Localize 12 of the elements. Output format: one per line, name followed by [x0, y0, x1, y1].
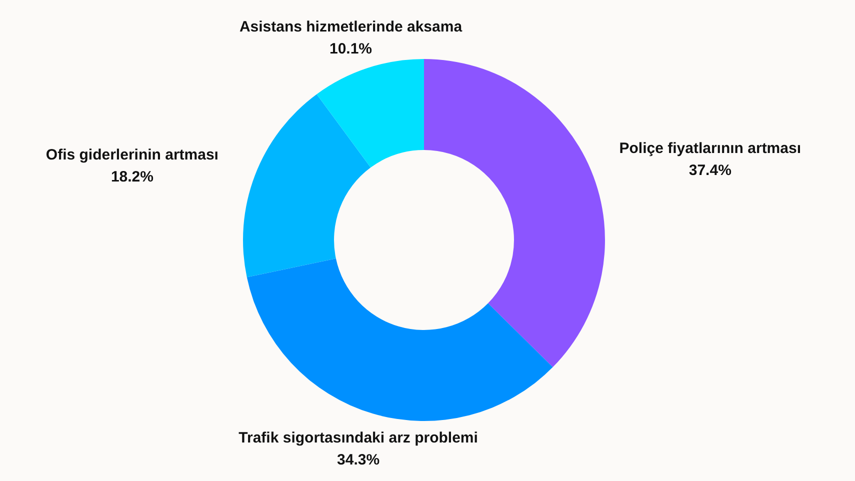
slice-label: Ofis giderlerinin artması	[46, 146, 218, 164]
donut-slice	[316, 59, 424, 168]
slice-label: Trafik sigortasındaki arz problemi	[238, 429, 478, 446]
donut-slice	[243, 94, 371, 278]
data-label: 18.2%	[110, 168, 154, 186]
data-label: 10.1%	[329, 40, 372, 58]
data-label: 34.3%	[337, 451, 380, 468]
donut-slice	[424, 59, 605, 368]
slice-label: Asistans hizmetlerinde aksama	[239, 18, 463, 36]
slice-label: Poliçe fiyatlarının artması	[619, 140, 802, 158]
data-label: 37.4%	[688, 162, 732, 180]
donut-slice	[246, 258, 553, 421]
